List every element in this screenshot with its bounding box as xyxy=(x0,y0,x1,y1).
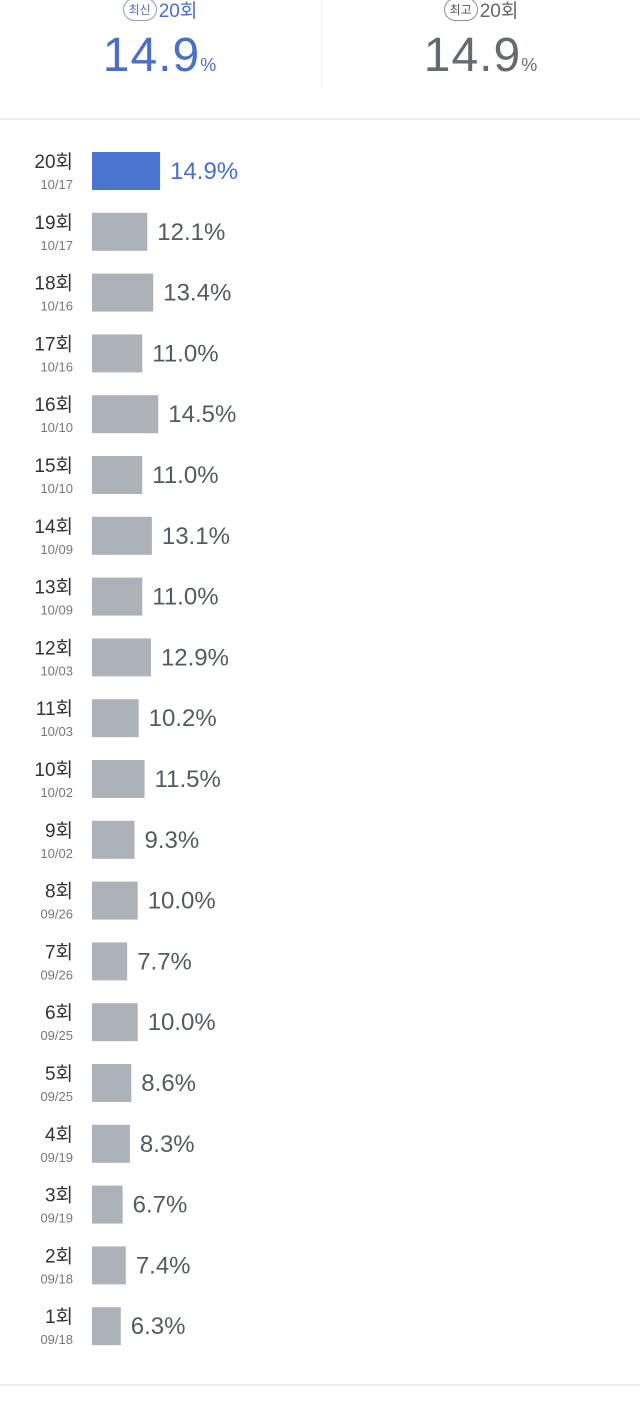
value-label: 8.6% xyxy=(141,1070,196,1097)
round-label: 7회 xyxy=(45,941,73,963)
date-label: 10/16 xyxy=(40,299,73,314)
bar xyxy=(92,881,138,920)
bar xyxy=(92,152,161,190)
date-label: 10/03 xyxy=(40,663,73,678)
value-label: 7.7% xyxy=(137,948,192,975)
divider xyxy=(0,1384,640,1386)
round-label: 14회 xyxy=(34,516,73,538)
round-label: 20회 xyxy=(34,151,73,173)
round-label: 15회 xyxy=(34,455,73,477)
bar xyxy=(92,942,128,981)
bar xyxy=(92,1124,130,1163)
value-label: 13.1% xyxy=(162,523,230,550)
value-label: 12.9% xyxy=(161,644,229,671)
bar xyxy=(92,395,159,434)
value-label: 7.4% xyxy=(136,1252,191,1279)
value-label: 14.9% xyxy=(170,158,238,185)
round-label: 3회 xyxy=(45,1185,73,1207)
date-label: 10/10 xyxy=(40,481,73,496)
round-label: 5회 xyxy=(45,1063,73,1085)
ratings-bar-chart: 20회 10/17 14.9% 19회 10/17 12.1% 18회 10/16 13.4% 1… xyxy=(34,151,238,1347)
date-label: 10/02 xyxy=(40,785,73,800)
date-label: 09/19 xyxy=(40,1150,73,1165)
value-label: 14.5% xyxy=(168,401,236,428)
bar xyxy=(92,273,154,312)
value-label: 11.5% xyxy=(155,766,221,793)
round-label: 6회 xyxy=(45,1002,73,1024)
date-label: 09/19 xyxy=(40,1211,73,1226)
date-label: 10/17 xyxy=(40,238,73,253)
bar xyxy=(92,1185,123,1224)
date-label: 10/10 xyxy=(40,420,73,435)
round-label: 19회 xyxy=(34,212,73,234)
best-unit: % xyxy=(521,55,539,75)
rating-summary: 최신 20회 14.9% 최고 20회 14.9% xyxy=(0,0,640,120)
round-label: 2회 xyxy=(45,1245,73,1267)
date-label: 09/26 xyxy=(40,907,73,922)
value-label: 6.7% xyxy=(133,1192,188,1219)
divider xyxy=(321,0,322,88)
bar xyxy=(92,820,135,859)
value-label: 10.2% xyxy=(149,705,217,732)
round-label: 4회 xyxy=(45,1124,73,1146)
date-label: 10/03 xyxy=(40,724,73,739)
bar xyxy=(92,334,143,373)
bar xyxy=(92,212,148,251)
date-label: 10/09 xyxy=(40,542,73,557)
value-label: 10.0% xyxy=(148,888,216,915)
value-label: 11.0% xyxy=(152,584,218,611)
latest-unit: % xyxy=(200,55,218,75)
best-value: 14.9 xyxy=(423,29,522,82)
round-label: 17회 xyxy=(34,333,73,355)
value-label: 11.0% xyxy=(152,462,218,489)
date-label: 09/18 xyxy=(40,1271,73,1286)
round-label: 10회 xyxy=(34,759,73,781)
date-label: 09/25 xyxy=(40,1089,73,1104)
date-label: 10/16 xyxy=(40,359,73,374)
round-label: 16회 xyxy=(34,394,73,416)
value-label: 10.0% xyxy=(148,1009,216,1036)
bar xyxy=(92,1064,132,1102)
bar xyxy=(92,456,143,494)
value-label: 11.0% xyxy=(152,340,218,367)
bar xyxy=(92,1307,121,1346)
round-label: 12회 xyxy=(34,637,73,659)
date-label: 10/02 xyxy=(40,846,73,861)
date-label: 10/09 xyxy=(40,603,73,618)
value-label: 9.3% xyxy=(145,827,200,854)
latest-round: 20회 xyxy=(158,1,198,22)
round-label: 1회 xyxy=(45,1306,73,1328)
value-label: 8.3% xyxy=(140,1131,195,1158)
bar xyxy=(92,1246,126,1285)
round-label: 13회 xyxy=(34,577,73,599)
bar xyxy=(92,1003,138,1042)
round-label: 18회 xyxy=(34,273,73,295)
date-label: 10/17 xyxy=(40,177,73,192)
bar xyxy=(92,638,151,677)
value-label: 6.3% xyxy=(131,1313,186,1340)
round-label: 11회 xyxy=(36,698,73,720)
best-round: 20회 xyxy=(479,1,519,22)
bar xyxy=(92,577,143,616)
date-label: 09/18 xyxy=(40,1332,73,1347)
round-label: 8회 xyxy=(45,881,73,903)
latest-value: 14.9 xyxy=(102,29,201,82)
bar xyxy=(92,699,139,738)
date-label: 09/25 xyxy=(40,1028,73,1043)
bar xyxy=(92,760,145,798)
best-rating: 최고 20회 14.9% xyxy=(321,0,640,118)
best-badge: 최고 xyxy=(443,0,478,21)
bar xyxy=(92,516,152,555)
value-label: 12.1% xyxy=(157,219,225,246)
value-label: 13.4% xyxy=(163,280,231,307)
latest-badge: 최신 xyxy=(122,0,157,21)
latest-rating: 최신 20회 14.9% xyxy=(0,0,320,118)
date-label: 09/26 xyxy=(40,967,73,982)
round-label: 9회 xyxy=(45,820,73,842)
